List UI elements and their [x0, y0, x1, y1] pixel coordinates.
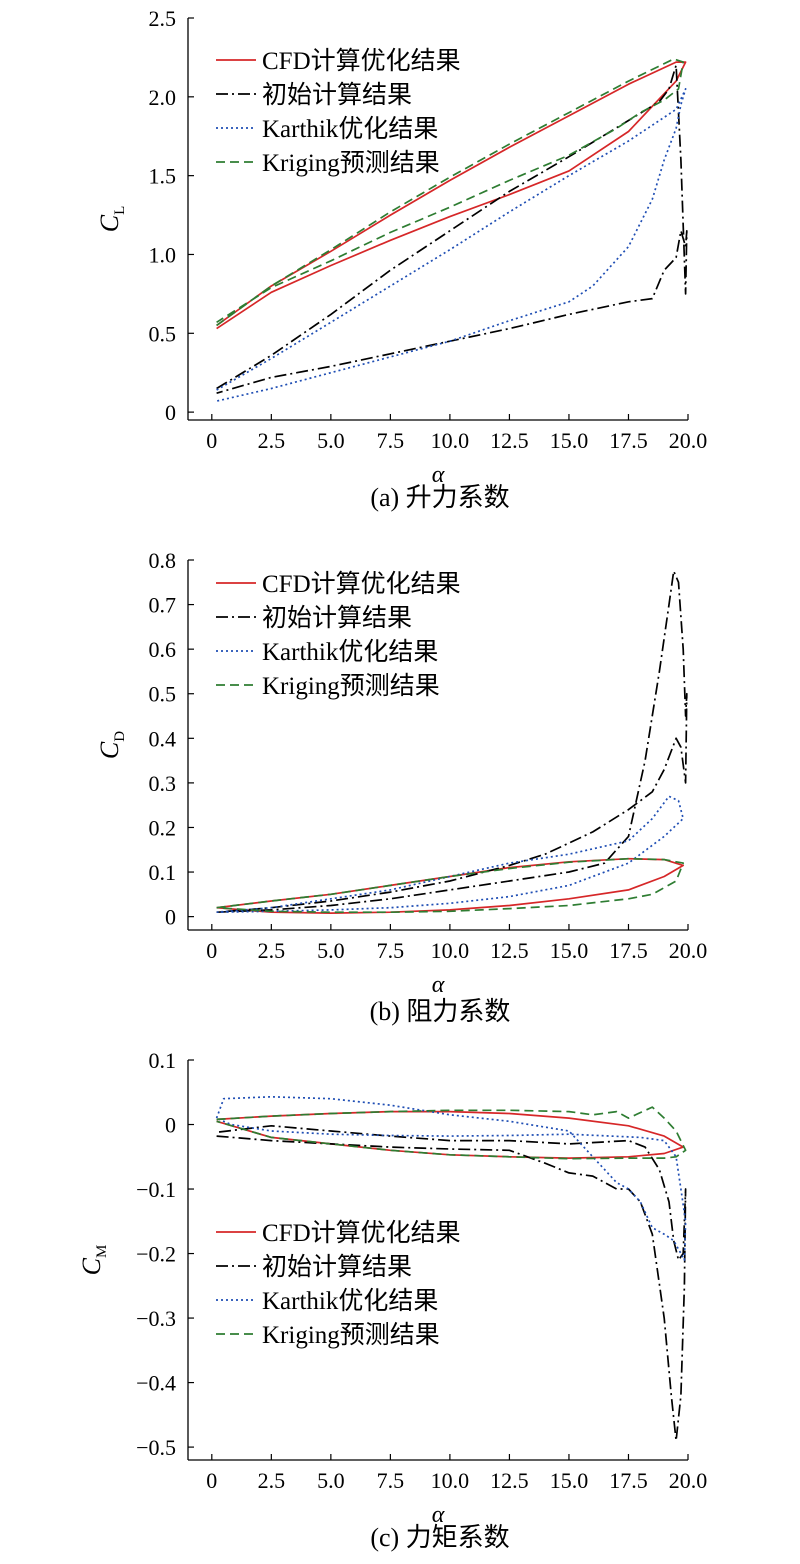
legend-label: Kriging预测结果 [262, 672, 440, 700]
series-line-0 [216, 1110, 685, 1159]
y-tick-label: 0.5 [149, 682, 177, 707]
x-tick-label: 0 [206, 428, 217, 453]
x-tick-label: 5.0 [317, 1468, 345, 1493]
series-line-3 [216, 1106, 687, 1160]
chart-moment: 0 2.5 5.0 7.5 10.0 12.5 15.0 17.5 20.0 0.1 0 −0.1 −0… [77, 1048, 707, 1552]
x-tick-label: 17.5 [609, 938, 648, 963]
series-line-1 [216, 570, 688, 914]
y-tick-label: 0 [165, 400, 176, 425]
x-tick-label: 15.0 [550, 428, 589, 453]
series-line-3 [216, 857, 685, 914]
y-tick-label: 0.6 [149, 637, 177, 662]
y-tick-label: 0.1 [149, 1048, 177, 1073]
y-tick-label: −0.3 [136, 1306, 176, 1331]
x-tick-label: 17.5 [609, 1468, 648, 1493]
chart-caption: (b) 阻力系数 [370, 997, 511, 1026]
y-tick-label: 0.1 [149, 860, 177, 885]
x-tick-label: 2.5 [258, 428, 286, 453]
series-line-0 [216, 61, 687, 330]
x-axis-label: α [432, 1502, 445, 1528]
legend-label: Karthik优化结果 [262, 115, 438, 143]
chart-lift: 0 2.5 5.0 7.5 10.0 12.5 15.0 17.5 20.0 0 0.5 1.0 1.5… [95, 6, 707, 512]
y-tick-label: 0.2 [149, 815, 177, 840]
x-tick-label: 12.5 [490, 938, 529, 963]
y-tick-label: 0 [165, 905, 176, 930]
y-tick-label: −0.4 [136, 1371, 176, 1396]
x-tick-label: 17.5 [609, 428, 648, 453]
series-line-2 [215, 1095, 687, 1261]
legend-label: 初始计算结果 [262, 81, 412, 109]
x-tick-label: 20.0 [669, 1468, 708, 1493]
y-tick-label: −0.1 [136, 1177, 176, 1202]
x-tick-label: 15.0 [550, 1468, 589, 1493]
x-tick-label: 5.0 [317, 428, 345, 453]
x-axis-label: α [432, 972, 445, 998]
legend-label: 初始计算结果 [262, 1253, 412, 1281]
series-line-1 [216, 1124, 687, 1442]
y-tick-label: −0.2 [136, 1242, 176, 1267]
legend-label: Karthik优化结果 [262, 638, 438, 666]
y-tick-label: 2.0 [149, 85, 177, 110]
series-line-2 [216, 88, 687, 402]
x-tick-label: 7.5 [377, 938, 405, 963]
x-axis-label: α [432, 462, 445, 488]
x-tick-label: 20.0 [669, 938, 708, 963]
chart-caption: (c) 力矩系数 [370, 1523, 509, 1552]
legend-label: CFD计算优化结果 [262, 47, 461, 75]
x-tick-label: 2.5 [258, 938, 286, 963]
x-tick-label: 12.5 [490, 1468, 529, 1493]
x-tick-label: 7.5 [377, 1468, 405, 1493]
x-tick-label: 10.0 [431, 1468, 470, 1493]
x-tick-label: 20.0 [669, 428, 708, 453]
x-tick-label: 5.0 [317, 938, 345, 963]
y-tick-label: 1.0 [149, 242, 177, 267]
legend-label: 初始计算结果 [262, 604, 412, 632]
y-axis-label: CM [77, 1245, 110, 1276]
y-tick-label: 0.4 [149, 726, 177, 751]
series-line-2 [216, 795, 685, 914]
series-line-1 [216, 64, 688, 395]
y-tick-label: 2.5 [149, 6, 177, 31]
x-tick-label: 12.5 [490, 428, 529, 453]
x-tick-label: 0 [206, 1468, 217, 1493]
x-tick-label: 10.0 [431, 938, 470, 963]
y-tick-label: 0.5 [149, 321, 177, 346]
x-tick-label: 2.5 [258, 1468, 286, 1493]
legend-label: Karthik优化结果 [262, 1287, 438, 1315]
series-line-3 [216, 58, 685, 327]
x-tick-label: 7.5 [377, 428, 405, 453]
legend-label: CFD计算优化结果 [262, 570, 461, 598]
y-tick-label: 0.3 [149, 771, 177, 796]
legend-label: CFD计算优化结果 [262, 1219, 461, 1247]
y-axis-label: CD [95, 731, 128, 759]
chart-drag: 0 2.5 5.0 7.5 10.0 12.5 15.0 17.5 20.0 0 0.1 0.2 0.3… [95, 548, 707, 1026]
y-tick-label: 0.7 [149, 593, 177, 618]
legend-label: Kriging预测结果 [262, 149, 440, 177]
y-axis-label: CL [95, 206, 128, 233]
y-tick-label: −0.5 [136, 1435, 176, 1460]
x-tick-label: 15.0 [550, 938, 589, 963]
legend-label: Kriging预测结果 [262, 1321, 440, 1349]
y-tick-label: 0.8 [149, 548, 177, 573]
chart-caption: (a) 升力系数 [370, 483, 509, 512]
y-tick-label: 0 [165, 1113, 176, 1138]
x-tick-label: 0 [206, 938, 217, 963]
y-tick-label: 1.5 [149, 164, 177, 189]
x-tick-label: 10.0 [431, 428, 470, 453]
